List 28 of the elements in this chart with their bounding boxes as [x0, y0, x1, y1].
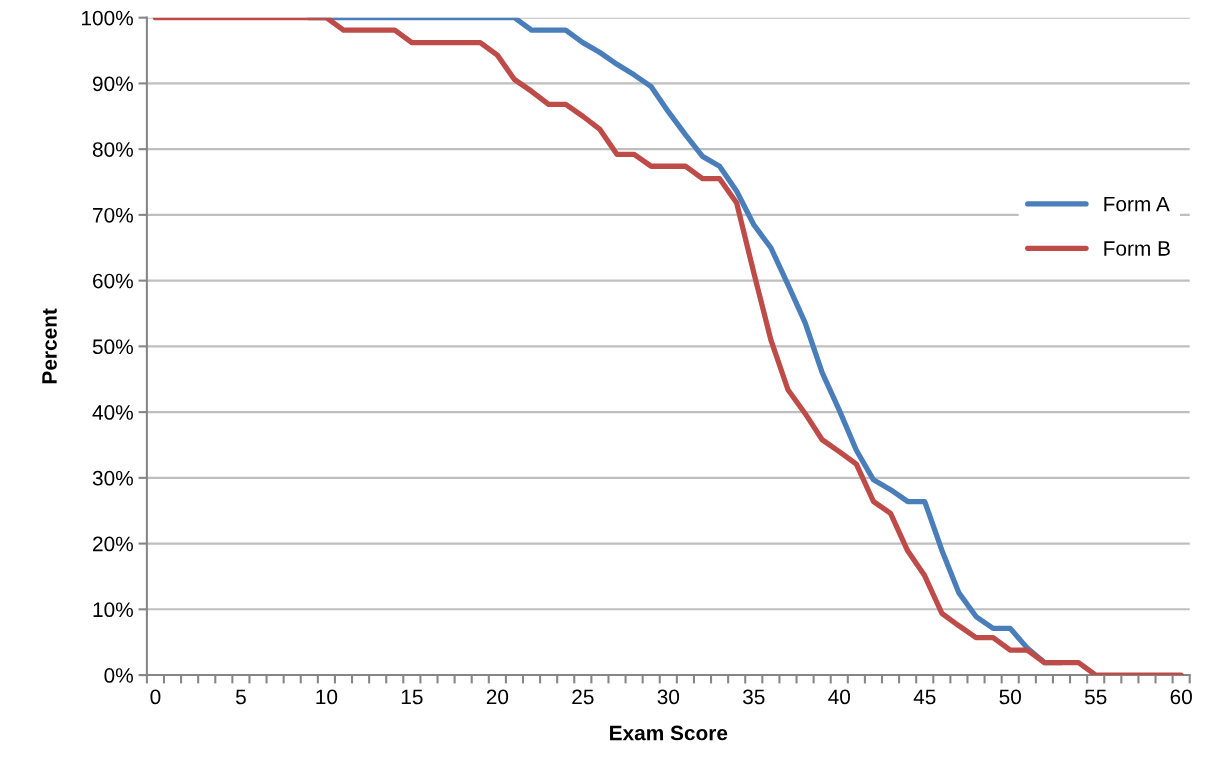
x-tick-label: 40 — [828, 689, 851, 705]
x-tick-label: 15 — [401, 689, 423, 705]
y-axis-title: Percent — [42, 308, 57, 384]
legend-label: Form B — [1104, 241, 1170, 256]
y-tick-label: 60% — [93, 273, 133, 289]
legend-label: Form A — [1104, 196, 1170, 212]
y-tick-label: 80% — [92, 142, 133, 157]
y-tick-label: 100% — [82, 10, 133, 26]
y-tick-label: 30% — [92, 470, 133, 486]
x-tick-label: 45 — [913, 689, 936, 705]
x-axis-title: Exam Score — [610, 725, 728, 741]
y-tick-label: 10% — [93, 602, 133, 618]
x-tick-label: 50 — [999, 689, 1021, 705]
x-tick-label: 60 — [1170, 689, 1192, 705]
y-tick-label: 70% — [93, 207, 133, 223]
x-tick-label: 55 — [1084, 689, 1107, 705]
x-tick-label: 5 — [235, 689, 246, 705]
y-tick-label: 40% — [92, 405, 133, 420]
x-tick-label: 30 — [657, 689, 680, 705]
y-tick-label: 90% — [92, 76, 133, 92]
y-tick-label: 20% — [93, 536, 133, 552]
y-tick-label: 0% — [104, 668, 133, 683]
x-tick-label: 20 — [486, 689, 509, 705]
x-tick-label: 0 — [150, 689, 161, 705]
x-tick-label: 25 — [572, 689, 594, 705]
y-tick-label: 50% — [92, 339, 133, 355]
x-tick-label: 35 — [742, 689, 765, 705]
x-tick-label: 10 — [316, 689, 338, 705]
